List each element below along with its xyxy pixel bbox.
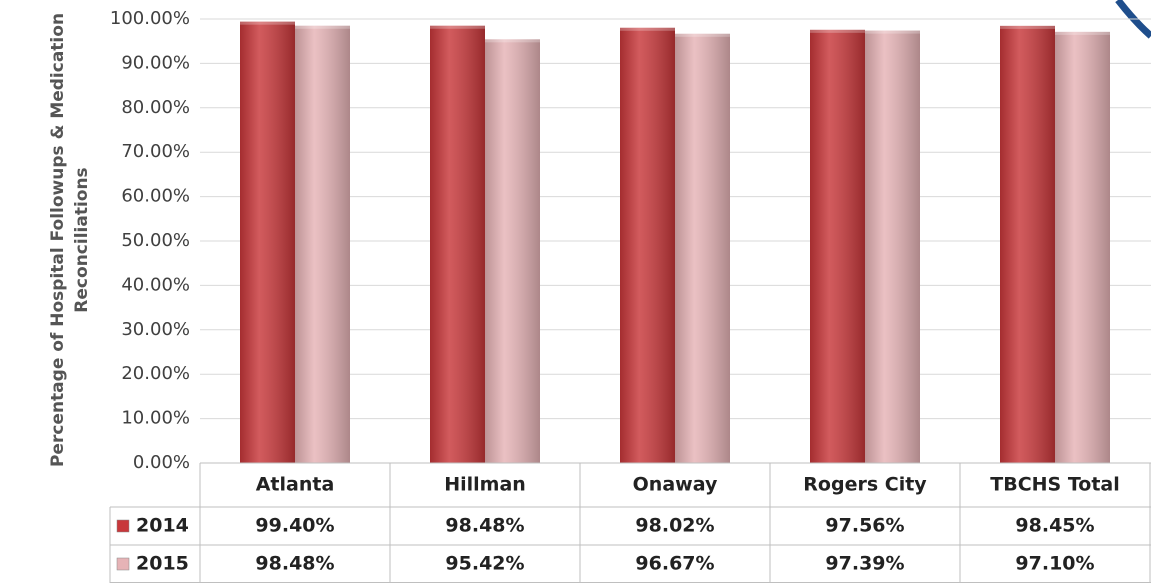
corner-decoration [1115, 0, 1151, 39]
bar-shine [485, 39, 540, 463]
y-tick-label: 60.00% [121, 186, 190, 207]
y-tick-label: 100.00% [110, 8, 190, 29]
bar-top [675, 33, 730, 37]
bar-shine [430, 25, 485, 463]
bar-top [1055, 31, 1110, 35]
bar-shine [295, 25, 350, 463]
x-tick-label: Atlanta [256, 474, 335, 496]
bar-shine [1000, 25, 1055, 464]
data-table-value: 97.39% [825, 553, 904, 575]
x-tick-label: Rogers City [803, 474, 927, 496]
data-table-value: 97.10% [1015, 553, 1094, 575]
legend-label: 2014 [136, 515, 189, 537]
y-tick-label: 50.00% [121, 230, 190, 251]
data-table-value: 99.40% [255, 515, 334, 537]
x-tick-label: Hillman [444, 474, 526, 496]
data-table-value: 96.67% [635, 553, 714, 575]
y-tick-label: 80.00% [121, 97, 190, 118]
bar-shine [810, 29, 865, 464]
bar-top [295, 25, 350, 29]
bar-top [485, 39, 540, 43]
data-table-value: 98.02% [635, 515, 714, 537]
y-axis-title: Reconciliations [72, 167, 92, 312]
x-tick-label: Onaway [633, 474, 718, 496]
y-tick-label: 0.00% [133, 452, 190, 473]
bar-shine [865, 30, 920, 463]
bar-top [1000, 25, 1055, 29]
bar-top [620, 27, 675, 31]
bar-top [810, 29, 865, 33]
legend-swatch [116, 519, 130, 533]
bar-shine [1055, 31, 1110, 463]
legend-label: 2015 [136, 553, 189, 575]
x-tick-label: TBCHS Total [990, 474, 1120, 496]
y-tick-label: 40.00% [121, 274, 190, 295]
bar-shine [620, 27, 675, 464]
y-tick-label: 70.00% [121, 141, 190, 162]
data-table-value: 95.42% [445, 553, 524, 575]
bar-shine [240, 21, 295, 463]
bar-shine [675, 33, 730, 464]
y-tick-label: 30.00% [121, 319, 190, 340]
y-axis-title: Percentage of Hospital Followups & Medic… [48, 13, 68, 467]
legend-swatch [116, 557, 130, 571]
bar-top [240, 21, 295, 25]
data-table-value: 98.48% [445, 515, 524, 537]
data-table-value: 98.48% [255, 553, 334, 575]
y-tick-label: 10.00% [121, 408, 190, 429]
y-tick-label: 90.00% [121, 52, 190, 73]
bar-top [865, 30, 920, 34]
data-table-value: 98.45% [1015, 515, 1094, 537]
y-tick-label: 20.00% [121, 363, 190, 384]
bar-top [430, 25, 485, 29]
data-table-value: 97.56% [825, 515, 904, 537]
